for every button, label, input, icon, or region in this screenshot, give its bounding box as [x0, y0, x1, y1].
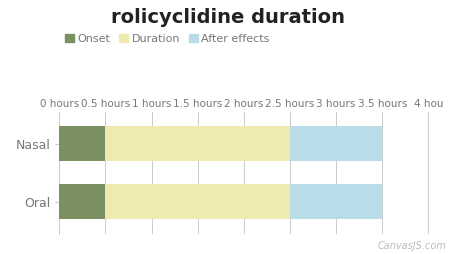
Bar	[289, 184, 381, 219]
Bar	[105, 126, 289, 161]
Legend: Onset, Duration, After effects: Onset, Duration, After effects	[61, 29, 273, 49]
Text: CanvasJS.com: CanvasJS.com	[377, 242, 446, 251]
Text: rolicyclidine duration: rolicyclidine duration	[111, 8, 344, 27]
Bar	[59, 184, 105, 219]
Bar	[105, 184, 289, 219]
Bar	[59, 126, 105, 161]
Bar	[289, 126, 381, 161]
